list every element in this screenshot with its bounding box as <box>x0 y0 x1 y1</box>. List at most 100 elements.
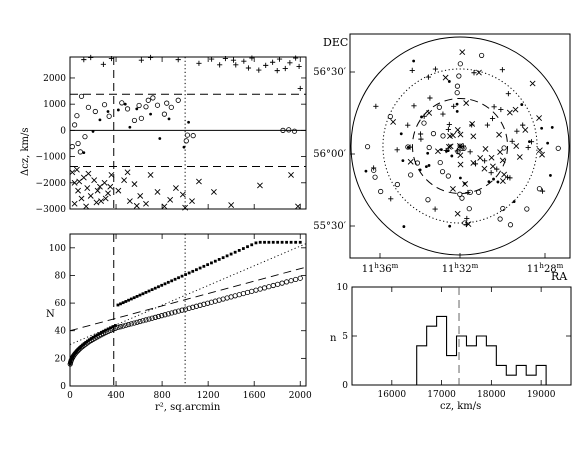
skymap-galaxy-dot <box>399 132 403 136</box>
velocity-point-cross <box>97 183 103 190</box>
velocity-point-plus <box>196 60 202 66</box>
cumulative-point-filled-square <box>173 277 177 281</box>
skymap-galaxy-circle <box>426 144 432 151</box>
cumulative-point-circle <box>155 313 162 320</box>
velocity-point-dot <box>106 110 110 113</box>
skymap-galaxy-circle <box>372 174 378 180</box>
velocity-point-plus <box>100 61 106 67</box>
cumulative-point-filled-square <box>170 279 174 283</box>
velocity-point-cross <box>98 198 105 205</box>
velocity-point-circle <box>150 95 156 101</box>
skymap-galaxy-circle <box>536 186 543 192</box>
skymap-galaxy-plus <box>514 128 520 134</box>
velocity-point-cross <box>85 170 92 177</box>
skymap-galaxy-cross <box>390 119 397 125</box>
cumulative-point-filled-square <box>225 254 229 258</box>
skymap-galaxy-circle <box>500 205 506 212</box>
velocity-point-plus <box>270 59 276 65</box>
skymap-galaxy-cross <box>497 149 504 156</box>
skymap-galaxy-circle <box>457 61 463 67</box>
cumulative-point-circle <box>107 327 114 333</box>
velocity-point-circle <box>136 102 142 109</box>
cumulative-point-filled-square <box>298 240 302 244</box>
panel-cumulative-frame <box>69 233 307 387</box>
cumulative-point-filled-square <box>79 344 83 348</box>
cumulative-point-circle <box>186 305 192 311</box>
histogram-ytick-label: 0 <box>342 381 348 391</box>
velocity-point-plus <box>147 54 154 61</box>
skymap-galaxy-cross <box>516 154 523 160</box>
cumulative-point-circle <box>115 324 121 331</box>
cumulative-point-filled-square <box>147 289 151 293</box>
velocity-point-cross <box>167 196 174 203</box>
skymap-galaxy-dot <box>455 109 459 113</box>
cumulative-point-circle <box>236 292 242 298</box>
velocity-point-circle <box>77 149 83 155</box>
velocity-point-plus <box>222 55 229 62</box>
velocity-point-plus <box>230 57 237 63</box>
cumulative-point-circle <box>105 328 111 335</box>
velocity-point-plus <box>274 68 280 74</box>
velocity-point-plus <box>175 57 181 63</box>
cumulative-xtick-label: 800 <box>154 391 171 401</box>
cumulative-point-circle <box>172 309 178 315</box>
skymap-galaxy-cross <box>454 126 461 133</box>
skymap-galaxy-plus <box>454 148 460 154</box>
skymap-solid-circle <box>350 36 570 256</box>
velocity-point-dot <box>128 125 132 129</box>
velocity-point-circle <box>124 106 131 112</box>
cumulative-ytick-label: 60 <box>55 299 67 309</box>
skymap-galaxy-cross <box>454 210 461 217</box>
cumulative-point-filled-square <box>121 301 125 305</box>
skymap-galaxy-plus <box>432 66 439 72</box>
cumulative-point-filled-square <box>271 240 275 244</box>
histogram-xtick-label: 17000 <box>427 390 456 400</box>
cumulative-point-circle <box>270 282 276 289</box>
cumulative-point-filled-square <box>217 258 221 261</box>
skymap-galaxy-circle <box>455 149 461 155</box>
skymap-galaxy-dot <box>546 141 550 145</box>
velocity-point-circle <box>92 108 98 115</box>
cumulative-point-filled-square <box>250 243 254 247</box>
skymap-galaxy-dot <box>448 224 452 228</box>
skymap-galaxy-dot <box>447 80 451 83</box>
skymap-xtick-label: 11h36m <box>362 262 399 275</box>
velocity-point-cross <box>87 192 94 199</box>
panel-histogram-xlabel: cz, km/s <box>440 401 481 412</box>
cumulative-point-filled-square <box>141 292 145 296</box>
velocity-point-plus <box>209 56 215 62</box>
skymap-galaxy-plus <box>409 67 415 74</box>
skymap-galaxy-dot <box>450 154 454 158</box>
velocity-point-cross <box>172 185 179 191</box>
skymap-galaxy-plus <box>425 74 432 80</box>
cumulative-point-filled-square <box>163 282 167 286</box>
velocity-point-cross <box>105 190 111 197</box>
skymap-galaxy-plus <box>472 161 479 167</box>
velocity-point-cross <box>108 172 115 178</box>
velocity-point-cross <box>69 169 76 176</box>
cumulative-ytick-label: 100 <box>49 244 66 254</box>
velocity-point-circle <box>119 100 125 106</box>
velocity-point-circle <box>280 127 286 133</box>
cumulative-point-circle <box>201 301 207 307</box>
skymap-galaxy-plus <box>421 113 427 119</box>
cumulative-point-filled-square <box>213 259 217 263</box>
cumulative-point-circle <box>128 321 134 327</box>
velocity-ytick-label: −1000 <box>36 153 67 163</box>
velocity-point-plus <box>245 65 252 71</box>
panel-velocity-histogram: n cz, km/s 0 5 10 16000 17000 18000 19000 <box>330 283 572 412</box>
skymap-galaxy-cross <box>499 157 506 164</box>
cumulative-ytick-label: 0 <box>60 382 66 392</box>
velocity-point-cross <box>228 202 235 208</box>
cumulative-point-filled-square <box>111 325 115 329</box>
velocity-point-circle <box>82 134 88 140</box>
cumulative-point-circle <box>120 323 126 329</box>
skymap-galaxy-circle <box>507 222 514 228</box>
cumulative-ytick-label: 80 <box>55 271 67 281</box>
velocity-point-cross <box>179 191 186 198</box>
skymap-galaxy-circle <box>555 145 561 151</box>
cumulative-ytick-label: 20 <box>55 354 67 364</box>
velocity-point-cross <box>80 174 87 181</box>
cumulative-point-circle <box>79 343 86 350</box>
